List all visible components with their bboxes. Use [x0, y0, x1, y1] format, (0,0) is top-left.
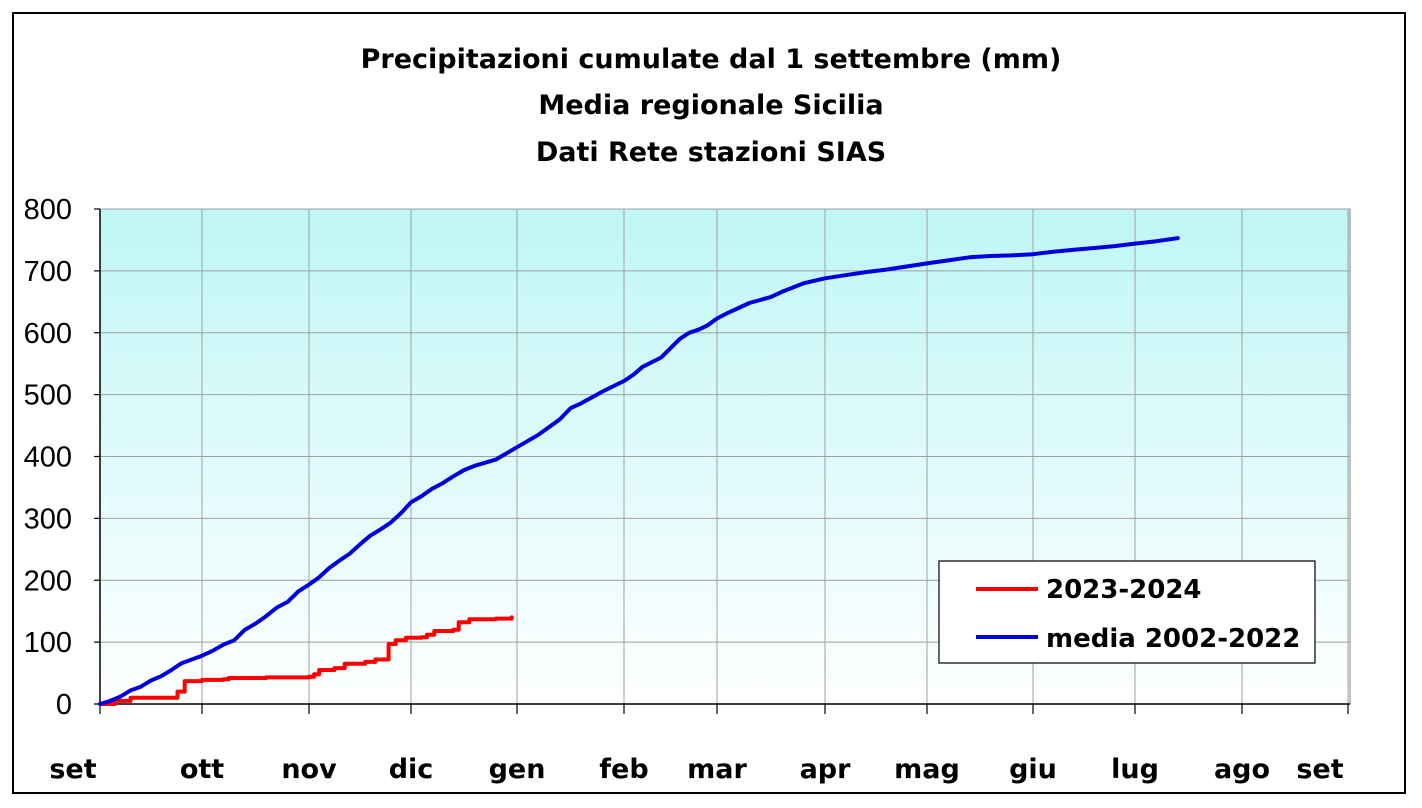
x-tick-label: nov [281, 754, 337, 785]
x-axis-ticks: set ott nov dic gen feb mar apr mag giu lug ago set [49, 704, 1349, 785]
x-tick-label: set [49, 754, 96, 785]
x-tick-label: ott [180, 754, 224, 785]
x-tick-label: gen [489, 754, 546, 785]
y-tick-label: 500 [24, 380, 72, 412]
y-tick-label: 200 [24, 565, 72, 597]
y-tick-label: 0 [56, 689, 72, 721]
legend-label-media: media 2002-2022 [1046, 624, 1300, 654]
x-tick-label: mag [894, 754, 960, 785]
x-tick-label: set [1296, 754, 1343, 785]
y-tick-label: 100 [24, 627, 72, 659]
x-tick-label: dic [389, 754, 434, 785]
series-line-0 [98, 615, 514, 706]
x-tick-label: giu [1009, 754, 1057, 785]
y-tick-label: 300 [24, 503, 72, 535]
x-tick-label: feb [599, 754, 648, 785]
x-tick-label: ago [1214, 754, 1270, 785]
y-tick-label: 800 [24, 194, 72, 226]
x-tick-label: lug [1111, 754, 1159, 785]
chart-subtitle-source: Dati Rete stazioni SIAS [535, 137, 887, 168]
legend-label-2023-2024: 2023-2024 [1046, 575, 1202, 605]
series-layer [98, 236, 1180, 706]
chart-subtitle-region: Media regionale Sicilia [538, 90, 884, 121]
legend: 2023-2024 media 2002-2022 [938, 560, 1316, 664]
series-line-1 [98, 236, 1180, 706]
x-tick-label: mar [687, 754, 747, 785]
x-tick-label: apr [800, 754, 852, 785]
legend-box [938, 560, 1316, 664]
chart-title: Precipitazioni cumulate dal 1 settembre … [360, 44, 1062, 75]
y-tick-label: 700 [24, 256, 72, 288]
y-tick-label: 600 [24, 318, 72, 350]
y-tick-label: 400 [24, 442, 72, 474]
y-axis-ticks: 0 100 200 300 400 500 600 700 800 [24, 194, 100, 721]
